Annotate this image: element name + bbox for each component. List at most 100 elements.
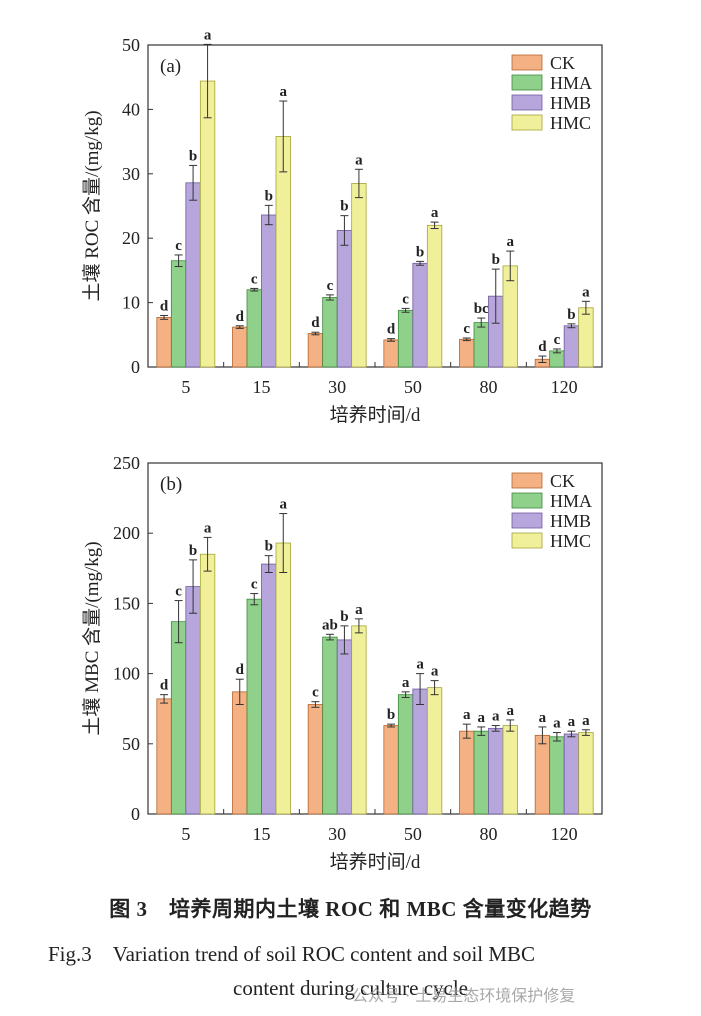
legend-label-ck: CK: [550, 53, 575, 73]
panel-label: (a): [160, 56, 181, 77]
x-tick-label: 120: [551, 824, 578, 844]
x-tick-label: 120: [551, 377, 578, 397]
significance-letter: b: [492, 252, 500, 268]
significance-letter: b: [340, 609, 348, 625]
legend-swatch-ck: [511, 472, 543, 489]
y-tick-label: 0: [131, 804, 140, 824]
bar-hmc: [351, 625, 367, 815]
y-axis-title: 土壤 ROC 含量/(mg/kg): [81, 110, 103, 301]
significance-letter: b: [189, 543, 197, 559]
y-tick-label: 250: [113, 453, 140, 473]
significance-letter: bc: [474, 301, 489, 317]
caption-english-line1: Fig.3 Variation trend of soil ROC conten…: [48, 942, 536, 966]
legend-label-hma: HMA: [550, 491, 592, 511]
bar-ck: [232, 691, 248, 815]
legend-label-hma: HMA: [550, 73, 592, 93]
x-tick-label: 30: [328, 377, 346, 397]
bar-hmb: [185, 586, 201, 815]
legend-swatch-hma: [511, 492, 543, 509]
significance-letter: a: [507, 234, 515, 250]
significance-letter: c: [175, 238, 182, 254]
y-tick-label: 200: [113, 523, 140, 543]
significance-letter: a: [431, 664, 439, 680]
significance-letter: b: [265, 188, 273, 204]
y-tick-label: 50: [122, 734, 140, 754]
y-axis-title: 土壤 MBC 含量/(mg/kg): [81, 541, 103, 735]
bar-hmb: [563, 325, 580, 368]
bar-hmb: [336, 639, 353, 815]
bar-hmb: [412, 262, 428, 368]
bar-hmc: [275, 542, 291, 815]
significance-letter: a: [492, 709, 500, 725]
bar-ck: [232, 326, 248, 368]
x-axis-title: 培养时间/d: [330, 404, 421, 426]
y-tick-label: 10: [122, 293, 140, 313]
bar-ck: [156, 317, 172, 368]
legend-swatch-hmc: [511, 532, 543, 549]
legend-swatch-ck: [511, 54, 543, 71]
significance-letter: b: [189, 148, 197, 164]
legend-swatch-hmc: [511, 114, 543, 131]
bar-hma: [170, 621, 187, 815]
bar-hma: [473, 730, 489, 815]
significance-letter: d: [236, 309, 245, 325]
bar-ck: [459, 730, 475, 815]
watermark: 公众号 · 土易生态环境保护修复: [352, 986, 576, 1005]
bar-hma: [322, 297, 338, 368]
x-tick-label: 50: [404, 377, 422, 397]
significance-letter: a: [355, 602, 363, 618]
significance-letter: a: [553, 716, 561, 732]
significance-letter: c: [312, 685, 319, 701]
bar-hma: [397, 309, 414, 368]
bar-hma: [246, 289, 262, 368]
bar-hma: [549, 736, 565, 815]
x-tick-label: 5: [181, 377, 190, 397]
y-tick-label: 150: [113, 593, 140, 613]
significance-letter: a: [204, 27, 212, 43]
x-tick-label: 15: [253, 377, 271, 397]
bar-hmc: [351, 183, 367, 368]
significance-letter: b: [416, 244, 424, 260]
bar-hmb: [412, 688, 428, 815]
bar-hma: [473, 322, 489, 368]
significance-letter: d: [311, 315, 320, 331]
significance-letter: a: [568, 714, 576, 730]
bar-hmb: [488, 727, 504, 815]
legend-label-hmb: HMB: [550, 511, 591, 531]
legend-swatch-hma: [511, 74, 543, 91]
significance-letter: a: [280, 84, 288, 100]
significance-letter: a: [416, 657, 424, 673]
bar-ck: [156, 698, 172, 815]
significance-letter: a: [539, 710, 547, 726]
bar-hmc: [199, 80, 216, 368]
significance-letter: d: [236, 662, 245, 678]
significance-letter: a: [507, 703, 515, 719]
plot-frame: [147, 44, 603, 368]
significance-letter: ab: [322, 617, 338, 633]
x-tick-label: 5: [181, 824, 190, 844]
bar-ck: [383, 339, 399, 368]
panel-label: (b): [160, 474, 182, 495]
significance-letter: c: [251, 577, 258, 593]
significance-letter: d: [538, 339, 547, 355]
x-tick-label: 80: [480, 824, 498, 844]
significance-letter: a: [402, 675, 410, 691]
significance-letter: b: [567, 307, 575, 323]
significance-letter: a: [582, 713, 590, 729]
y-tick-label: 100: [113, 664, 140, 684]
x-axis-title: 培养时间/d: [330, 851, 421, 873]
significance-letter: b: [265, 539, 273, 555]
significance-letter: a: [204, 520, 212, 536]
bar-hmb: [336, 230, 353, 368]
y-tick-label: 50: [122, 35, 140, 55]
bar-ck: [307, 704, 324, 815]
significance-letter: d: [160, 298, 169, 314]
significance-letter: d: [160, 678, 169, 694]
significance-letter: a: [431, 205, 439, 221]
bar-hmb: [185, 182, 201, 368]
significance-letter: a: [582, 284, 590, 300]
significance-letter: c: [402, 291, 409, 307]
bar-hma: [170, 260, 187, 368]
bar-hmc: [426, 687, 443, 815]
